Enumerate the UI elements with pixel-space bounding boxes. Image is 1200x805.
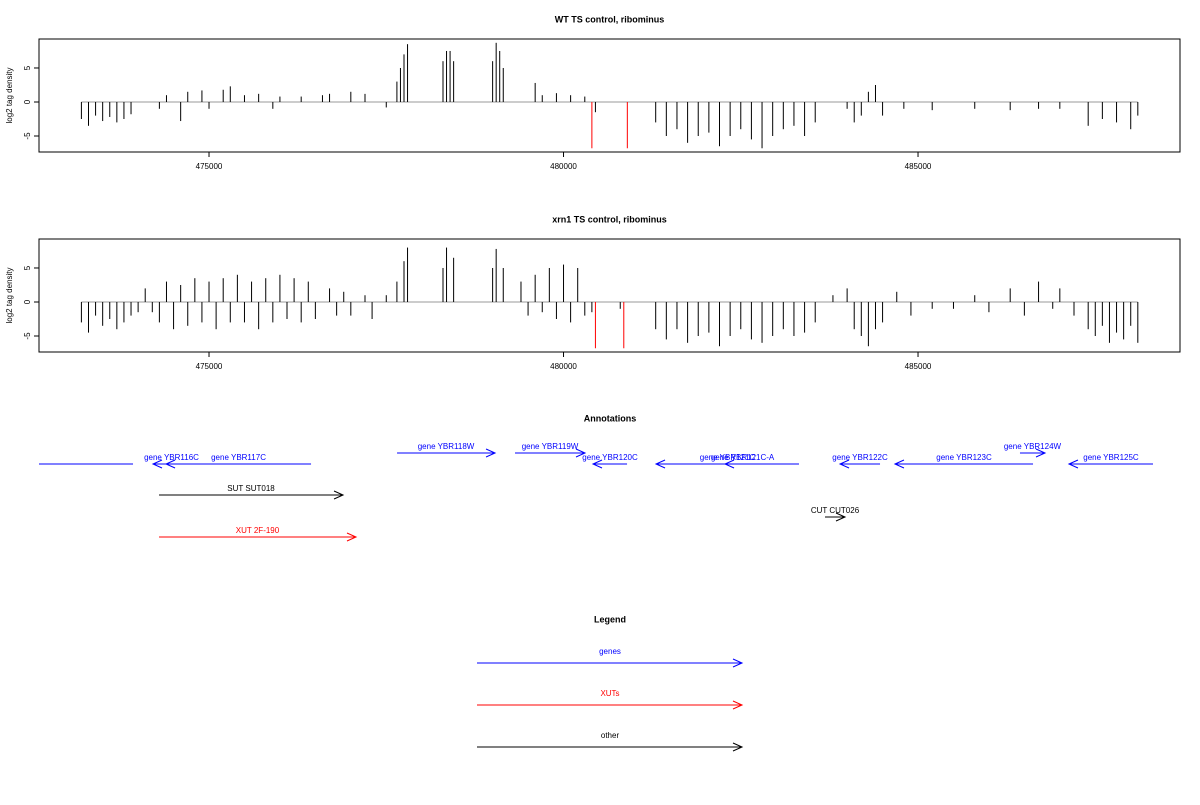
legend-label: XUTs [600,689,619,698]
x-tick-label: 485000 [905,362,932,371]
feature-label: gene YBR119W [522,442,579,451]
feature-label: gene YBR125C [1083,453,1139,462]
y-tick-label: 0 [23,299,32,304]
feature-label: CUT CUT026 [811,506,860,515]
legend-label: genes [599,647,621,656]
feature-head [893,459,905,469]
x-tick-label: 480000 [550,162,577,171]
feature-head [723,459,735,469]
plot-frame [38,38,1181,153]
feature-head [591,459,603,469]
y-tick-label: -5 [23,132,32,140]
chart-title: WT TS control, ribominus [555,14,665,24]
plot-frame [38,238,1181,353]
feature-head [333,490,345,500]
feature-label: gene YBR123C [936,453,992,462]
feature-head [346,532,358,542]
feature-label: XUT 2F-190 [236,526,280,535]
y-axis-label: log2 tag density [5,67,14,123]
legend-label: other [601,731,620,740]
feature-head [151,459,163,469]
feature-label: gene YBR120C [582,453,638,462]
feature-head [164,459,176,469]
feature-head [835,512,847,522]
y-axis-label: log2 tag density [5,267,14,323]
annotations-title: Annotations [584,413,637,423]
chart-title: xrn1 TS control, ribominus [552,214,667,224]
feature-head [1035,448,1047,458]
legend-line-head [732,700,744,710]
feature-label: SUT SUT018 [227,484,275,493]
y-tick-label: -5 [23,332,32,340]
y-tick-label: 5 [23,265,32,270]
feature-label: gene YBR116C [144,453,199,462]
feature-head [485,448,497,458]
feature-head [1067,459,1079,469]
legend-title: Legend [594,614,626,624]
y-tick-label: 5 [23,65,32,70]
feature-label: gene YBR121C [700,453,756,462]
legend-line-head [732,658,744,668]
feature-label: gene YBR124W [1004,442,1062,451]
x-tick-label: 475000 [196,362,223,371]
feature-head [654,459,666,469]
feature-label: gene YBR121C-A [711,453,775,462]
feature-head [838,459,850,469]
feature-label: gene YBR117C [211,453,266,462]
x-tick-label: 480000 [550,362,577,371]
x-tick-label: 475000 [196,162,223,171]
legend-line-head [732,742,744,752]
feature-label: gene YBR122C [832,453,888,462]
feature-label: gene YBR118W [418,442,475,451]
x-tick-label: 485000 [905,162,932,171]
y-tick-label: 0 [23,99,32,104]
feature-head [575,448,587,458]
